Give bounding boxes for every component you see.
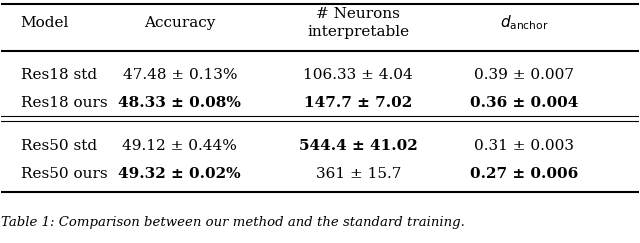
Text: 0.39 ± 0.007: 0.39 ± 0.007 bbox=[474, 68, 574, 82]
Text: 0.31 ± 0.003: 0.31 ± 0.003 bbox=[474, 139, 574, 153]
Text: Res18 ours: Res18 ours bbox=[20, 96, 107, 111]
Text: 49.32 ± 0.02%: 49.32 ± 0.02% bbox=[118, 167, 241, 181]
Text: Accuracy: Accuracy bbox=[144, 16, 216, 30]
Text: 0.36 ± 0.004: 0.36 ± 0.004 bbox=[470, 96, 578, 111]
Text: Model: Model bbox=[20, 16, 69, 30]
Text: $d_{\mathrm{anchor}}$: $d_{\mathrm{anchor}}$ bbox=[500, 14, 548, 32]
Text: # Neurons
interpretable: # Neurons interpretable bbox=[307, 7, 410, 39]
Text: 49.12 ± 0.44%: 49.12 ± 0.44% bbox=[122, 139, 237, 153]
Text: 106.33 ± 4.04: 106.33 ± 4.04 bbox=[303, 68, 413, 82]
Text: 0.27 ± 0.006: 0.27 ± 0.006 bbox=[470, 167, 578, 181]
Text: 544.4 ± 41.02: 544.4 ± 41.02 bbox=[299, 139, 418, 153]
Text: Res50 std: Res50 std bbox=[20, 139, 97, 153]
Text: Res18 std: Res18 std bbox=[20, 68, 97, 82]
Text: Res50 ours: Res50 ours bbox=[20, 167, 107, 181]
Text: 48.33 ± 0.08%: 48.33 ± 0.08% bbox=[118, 96, 241, 111]
Text: Table 1: Comparison between our method and the standard training.: Table 1: Comparison between our method a… bbox=[1, 216, 465, 229]
Text: 361 ± 15.7: 361 ± 15.7 bbox=[316, 167, 401, 181]
Text: 147.7 ± 7.02: 147.7 ± 7.02 bbox=[304, 96, 412, 111]
Text: 47.48 ± 0.13%: 47.48 ± 0.13% bbox=[123, 68, 237, 82]
